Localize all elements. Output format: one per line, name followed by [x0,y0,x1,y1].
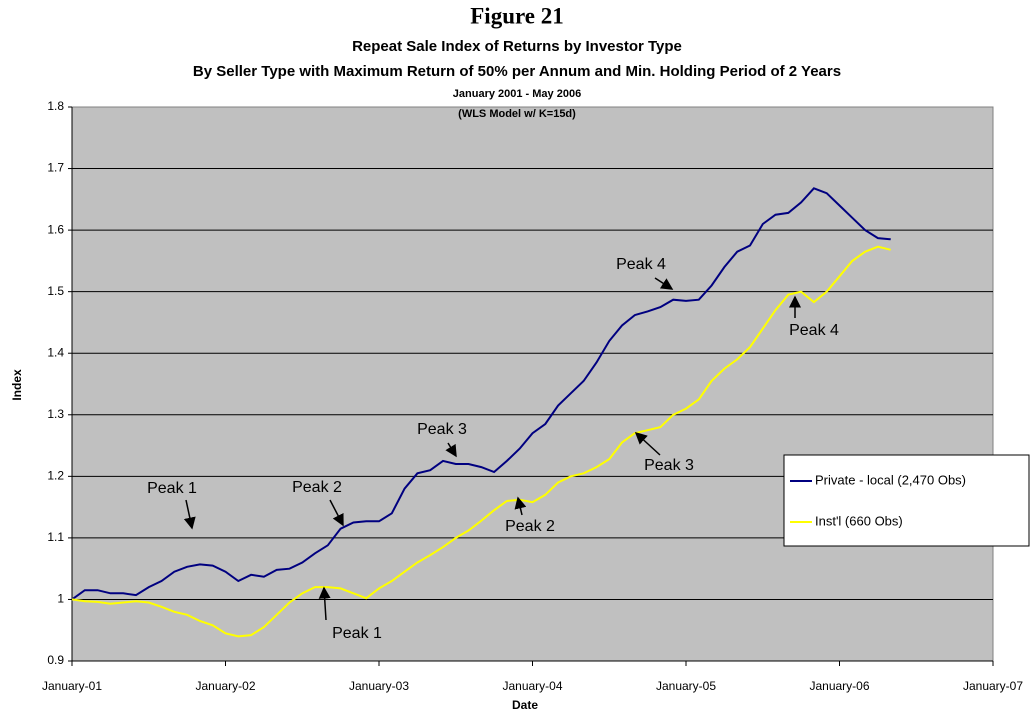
subtitle: January 2001 - May 2006 [453,88,581,100]
y-tick-label: 1.6 [47,222,64,236]
y-axis-label: Index [10,369,24,401]
y-tick-label: 0.9 [47,653,64,667]
series-line [71,187,891,601]
annotation: Peak 1 [147,480,197,497]
y-tick-label: 1.5 [47,284,64,298]
x-tick-label: January-02 [195,679,255,693]
annotation: Peak 4 [789,322,839,339]
annotation-arrow [654,277,674,290]
x-tick-label: January-07 [963,679,1023,693]
plot-area [71,106,994,662]
x-tick-label: January-06 [809,679,869,693]
annotation-arrow [329,499,344,527]
annotation: Peak 4 [616,256,666,273]
legend [783,454,1030,547]
x-tick-label: January-04 [502,679,562,693]
annotation: Peak 2 [292,479,342,496]
y-tick-label: 1.1 [47,530,64,544]
annotation-arrow [318,586,331,621]
subtitle: By Seller Type with Maximum Return of 50… [193,63,841,80]
chart-title: Figure 21 [470,3,563,28]
annotation-arrow [183,499,196,530]
annotation: Peak 3 [644,457,694,474]
annotation: Peak 2 [505,518,555,535]
legend-label: Private - local (2,470 Obs) [815,472,966,487]
x-tick-label: January-05 [656,679,716,693]
note: (WLS Model w/ K=15d) [458,108,576,120]
annotation-arrow [514,496,527,516]
annotation: Peak 3 [417,421,467,438]
x-axis-label: Date [512,698,538,712]
series-line [71,245,891,638]
y-tick-label: 1.8 [47,99,64,113]
legend-label: Inst'l (660 Obs) [815,513,903,528]
subtitle: Repeat Sale Index of Returns by Investor… [352,38,682,55]
annotation-arrow [634,431,661,456]
x-tick-label: January-03 [349,679,409,693]
y-tick-label: 1.7 [47,161,64,175]
y-tick-label: 1.2 [47,469,64,483]
y-tick-label: 1.3 [47,407,64,421]
x-tick-label: January-01 [42,679,102,693]
annotation: Peak 1 [332,625,382,642]
y-tick-label: 1.4 [47,345,64,359]
annotation-arrow [445,442,457,458]
y-tick-label: 1 [57,592,64,606]
